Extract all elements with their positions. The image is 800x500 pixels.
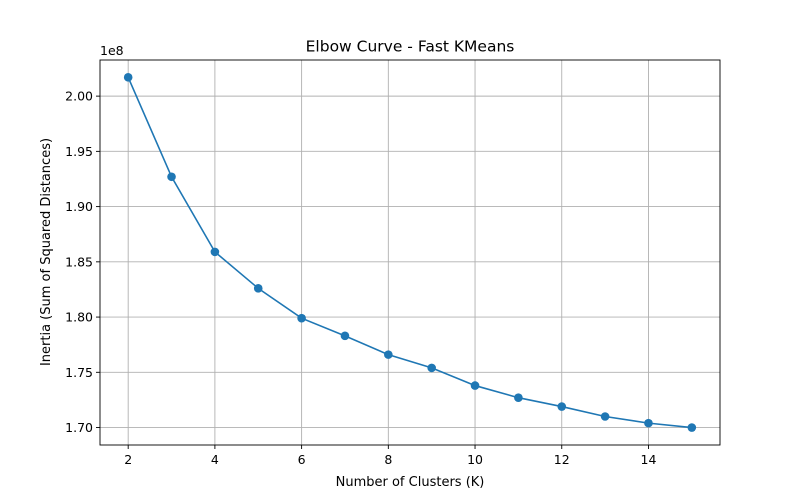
data-point <box>427 363 436 373</box>
plot-frame <box>99 59 721 446</box>
y-tick-label: 1.80 <box>65 310 93 325</box>
data-point <box>687 423 697 432</box>
y-tick-label: 1.70 <box>65 420 93 435</box>
data-point <box>210 247 220 257</box>
y-tick-label: 1.75 <box>65 365 93 380</box>
x-axis-ticks: 2 4 6 8 10 12 14 <box>124 445 656 467</box>
data-point <box>470 381 480 390</box>
chart-title: Elbow Curve - Fast KMeans <box>306 38 515 56</box>
data-point <box>167 172 176 182</box>
y-axis-label: Inertia (Sum of Squared Distances) <box>39 138 54 366</box>
data-point <box>514 393 523 403</box>
data-point <box>297 313 306 323</box>
series-group <box>123 73 697 432</box>
series-line <box>127 77 692 429</box>
y-tick-label: 1.95 <box>65 144 93 159</box>
data-point <box>384 350 393 359</box>
y-axis-ticks: 1.70 1.75 1.80 1.85 1.90 1.95 2.00 <box>65 89 100 435</box>
y-offset-label: 1e8 <box>100 43 124 58</box>
x-tick-label: 4 <box>211 452 219 467</box>
x-axis-label: Number of Clusters (K) <box>336 475 485 490</box>
data-point <box>253 284 263 293</box>
x-tick-label: 8 <box>384 452 392 467</box>
y-tick-label: 2.00 <box>65 89 93 104</box>
y-tick-label: 1.85 <box>65 254 93 269</box>
x-tick-label: 6 <box>298 452 306 467</box>
x-tick-label: 2 <box>124 452 132 467</box>
x-tick-label: 10 <box>467 452 483 467</box>
data-point <box>644 418 653 428</box>
data-point <box>340 331 350 341</box>
grid-lines <box>100 60 720 445</box>
x-tick-label: 12 <box>554 452 570 467</box>
data-point <box>557 402 567 411</box>
y-tick-label: 1.90 <box>65 199 93 214</box>
x-tick-label: 14 <box>641 452 657 467</box>
data-point <box>123 73 133 82</box>
data-point <box>600 412 610 421</box>
